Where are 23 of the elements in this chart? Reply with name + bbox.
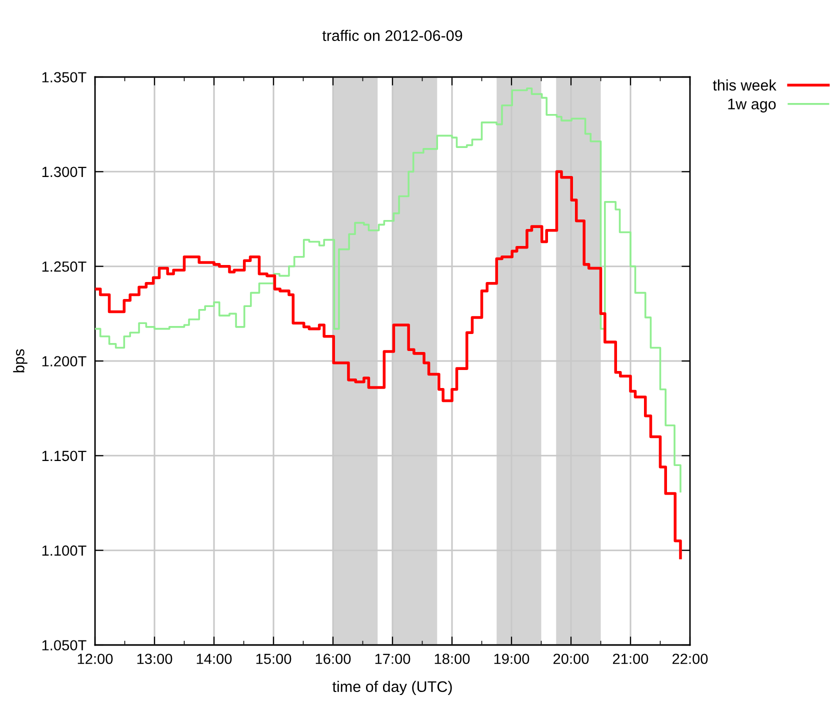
legend-label: 1w ago	[728, 98, 776, 112]
x-tick-label: 12:00	[78, 654, 113, 664]
y-tick-label: 1.250T	[42, 261, 86, 272]
x-axis-title: time of day (UTC)	[332, 680, 452, 696]
y-tick-label: 1.050T	[42, 640, 86, 650]
y-tick-label: 1.200T	[42, 356, 86, 366]
y-tick-label: 1.150T	[42, 450, 86, 462]
x-tick-label: 21:00	[612, 654, 648, 664]
y-tick-label: 1.300T	[42, 166, 86, 178]
x-tick-label: 19:00	[494, 654, 530, 664]
chart-title: traffic on 2012-06-09	[322, 30, 462, 42]
x-tick-label: 17:00	[375, 654, 410, 664]
y-tick-label: 1.350T	[42, 72, 86, 82]
x-tick-label: 14:00	[196, 654, 232, 664]
y-tick-label: 1.100T	[42, 545, 86, 556]
x-tick-label: 18:00	[434, 654, 470, 664]
x-tick-label: 16:00	[316, 654, 351, 664]
y-axis-title: bps	[13, 349, 28, 372]
x-tick-label: 22:00	[672, 654, 708, 664]
x-tick-label: 13:00	[137, 654, 172, 664]
legend-label: this week	[712, 79, 776, 91]
x-tick-label: 15:00	[256, 654, 292, 664]
x-tick-label: 20:00	[553, 654, 589, 664]
